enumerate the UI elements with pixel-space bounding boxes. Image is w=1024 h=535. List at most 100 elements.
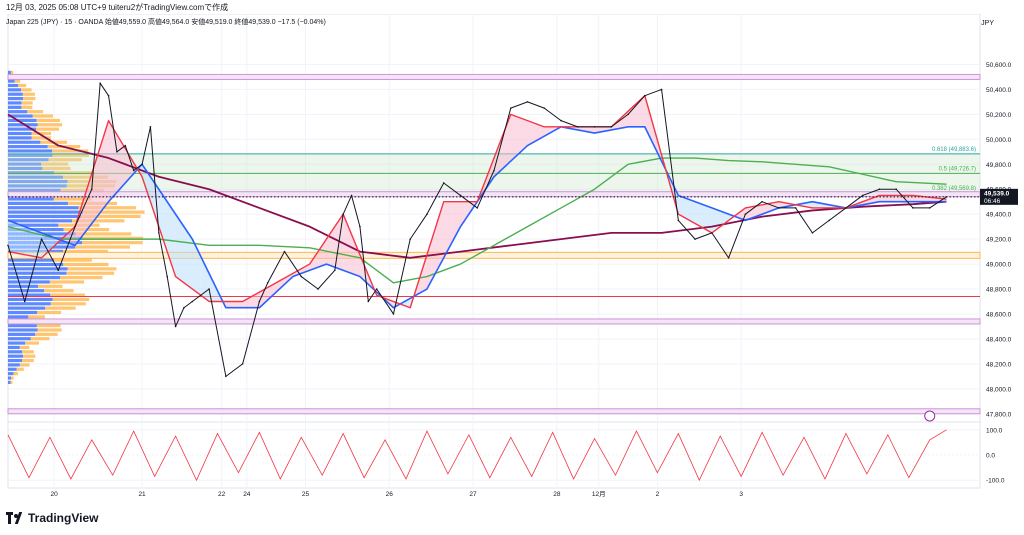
volume-profile-bar-down xyxy=(52,153,89,157)
volume-profile-bar-up xyxy=(8,315,29,319)
volume-profile-bar-up xyxy=(8,131,32,136)
volume-profile-bar-down xyxy=(37,123,63,127)
ma-cloud-segment xyxy=(753,205,758,218)
ma-cloud-segment xyxy=(41,232,46,258)
series-line-green_ma xyxy=(7,157,947,284)
volume-profile-bar-down xyxy=(54,258,92,262)
volume-profile-bar-up xyxy=(8,332,36,336)
x-tick-label: 20 xyxy=(50,491,58,498)
volume-profile-bar-down xyxy=(21,101,33,105)
ma-cloud-segment xyxy=(422,254,427,292)
price-point xyxy=(116,150,118,153)
chart-header-title: 12月 03, 2025 05:08 UTC+9 tuiteru2がTradin… xyxy=(6,3,229,12)
volume-profile-bar-up xyxy=(8,83,19,88)
x-tick-label: 22 xyxy=(218,491,226,498)
volume-profile-bar-down xyxy=(37,284,63,288)
price-point xyxy=(266,281,269,284)
ma-cloud-segment xyxy=(121,141,126,188)
volume-profile-bar-up xyxy=(8,271,67,275)
volume-profile-bar-up xyxy=(8,367,17,371)
ma-cloud-segment xyxy=(179,220,184,283)
price-point xyxy=(23,300,26,303)
price-point xyxy=(149,126,152,128)
symbol-info-line: Japan 225 (JPY) · 15 · OANDA 始値49,559.0 … xyxy=(6,19,326,26)
volume-profile-bar-up xyxy=(8,210,84,214)
ma-cloud-segment xyxy=(812,201,817,208)
volume-profile-bar-up xyxy=(8,114,33,118)
price-point xyxy=(677,219,680,222)
price-point xyxy=(711,232,713,234)
volume-profile-bar-down xyxy=(52,149,89,153)
price-point xyxy=(845,207,847,209)
ma-cloud-segment xyxy=(720,211,725,227)
purple-zone xyxy=(7,408,981,415)
fib-level-label: 0.5 (49,726.7) xyxy=(939,166,976,172)
volume-profile-bar-up xyxy=(8,297,53,302)
ma-cloud-segment xyxy=(682,197,687,219)
volume-profile-bar-up xyxy=(8,275,61,280)
volume-profile-bar-up xyxy=(8,267,68,271)
ma-cloud-segment xyxy=(703,204,708,231)
price-point xyxy=(861,194,864,197)
ma-cloud-segment xyxy=(334,220,339,269)
ma-cloud-segment xyxy=(699,203,704,229)
volume-profile-bar-down xyxy=(53,197,92,201)
volume-profile-bar-down xyxy=(21,105,33,109)
price-point xyxy=(57,269,60,272)
ma-cloud-segment xyxy=(749,206,754,219)
price-point xyxy=(208,288,210,290)
ma-cloud-segment xyxy=(234,301,239,308)
ma-cloud-segment xyxy=(594,126,599,134)
volume-profile-bar-down xyxy=(82,241,143,245)
ma-cloud-segment xyxy=(33,229,38,258)
volume-profile-bar-down xyxy=(37,310,62,315)
volume-profile-bar-up xyxy=(8,350,23,354)
price-point xyxy=(333,269,336,272)
volume-profile-bar-down xyxy=(67,267,117,271)
volume-profile-bar-up xyxy=(8,171,54,175)
ma-cloud-segment xyxy=(686,198,691,222)
volume-profile-bar-up xyxy=(8,140,41,144)
chart-svg[interactable]: 50,600.0 50,400.0 50,200.0 50,000.0 49,800.0… xyxy=(4,13,1022,500)
ma-cloud-segment xyxy=(309,257,314,271)
x-tick-label: 12月 xyxy=(592,490,606,498)
price-point xyxy=(576,126,579,128)
ma-cloud-segment xyxy=(695,201,700,226)
ma-cloud-segment xyxy=(230,301,235,308)
volume-profile-bar-up xyxy=(8,280,50,284)
price-point xyxy=(40,238,43,240)
tradingview-logo-icon xyxy=(6,512,24,524)
ma-cloud-segment xyxy=(313,251,319,269)
price-point xyxy=(744,213,747,215)
price-point xyxy=(225,375,227,378)
ma-cloud-segment xyxy=(343,214,348,272)
ma-cloud-segment xyxy=(510,114,515,162)
y-tick-label: 48,200.0 xyxy=(986,361,1012,368)
ma-cloud-segment xyxy=(75,213,80,246)
chart-frame[interactable]: 50,600.0 50,400.0 50,200.0 50,000.0 49,800.0… xyxy=(4,13,1022,500)
ma-cloud-segment xyxy=(171,207,176,277)
price-point xyxy=(174,325,177,328)
volume-profile-bar-up xyxy=(8,96,24,101)
volume-profile-bar-up xyxy=(8,289,45,293)
price-point xyxy=(350,194,353,197)
volume-profile-bar-up xyxy=(8,92,23,96)
volume-profile-bar-up xyxy=(8,214,81,219)
ma-cloud-segment xyxy=(238,301,243,308)
ma-cloud-segment xyxy=(213,282,218,302)
ma-cloud-segment xyxy=(929,197,934,202)
volume-profile-bar-up xyxy=(8,337,31,341)
price-point xyxy=(694,238,696,240)
tradingview-logo[interactable]: TradingView xyxy=(6,511,98,525)
ma-cloud-segment xyxy=(711,207,717,233)
price-point xyxy=(828,219,830,222)
currency-label: JPY xyxy=(981,20,994,27)
volume-profile-bar-up xyxy=(8,123,38,127)
volume-profile-bar-down xyxy=(42,166,71,171)
volume-profile-bar-down xyxy=(36,118,60,123)
ma-cloud-segment xyxy=(225,301,231,308)
y-tick-label: 47,800.0 xyxy=(986,411,1012,418)
volume-profile-bar-down xyxy=(36,324,61,328)
volume-profile-bar-down xyxy=(50,293,85,297)
ma-cloud-segment xyxy=(590,126,595,134)
